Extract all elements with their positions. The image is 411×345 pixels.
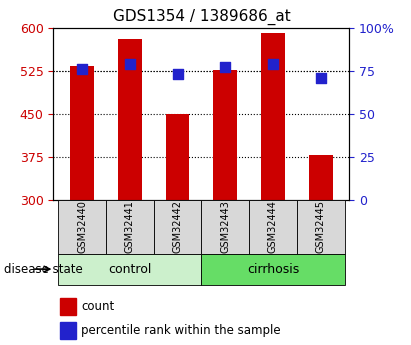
Text: count: count bbox=[81, 300, 115, 313]
Bar bbox=[261, 33, 285, 200]
Point bbox=[222, 65, 229, 70]
Bar bbox=[58, 254, 201, 285]
Text: percentile rank within the sample: percentile rank within the sample bbox=[81, 324, 281, 337]
Bar bbox=[58, 200, 106, 254]
Point bbox=[317, 75, 324, 80]
Bar bbox=[106, 200, 154, 254]
Point bbox=[79, 66, 85, 72]
Bar bbox=[309, 155, 332, 200]
Text: GSM32443: GSM32443 bbox=[220, 200, 230, 253]
Text: GSM32444: GSM32444 bbox=[268, 200, 278, 253]
Text: GSM32440: GSM32440 bbox=[77, 200, 87, 253]
Text: disease state: disease state bbox=[4, 263, 83, 276]
Text: control: control bbox=[108, 263, 152, 276]
Title: GDS1354 / 1389686_at: GDS1354 / 1389686_at bbox=[113, 9, 290, 25]
Bar bbox=[213, 70, 237, 200]
Bar bbox=[60, 298, 76, 315]
Text: cirrhosis: cirrhosis bbox=[247, 263, 299, 276]
Bar bbox=[118, 39, 142, 200]
Text: GSM32441: GSM32441 bbox=[125, 200, 135, 253]
Bar bbox=[166, 114, 189, 200]
Point bbox=[127, 61, 133, 67]
Bar bbox=[70, 66, 94, 200]
Point bbox=[270, 61, 276, 67]
Bar bbox=[60, 322, 76, 339]
Bar bbox=[297, 200, 344, 254]
Text: GSM32442: GSM32442 bbox=[173, 200, 182, 253]
Bar bbox=[154, 200, 201, 254]
Bar bbox=[201, 200, 249, 254]
Bar bbox=[201, 254, 344, 285]
Text: GSM32445: GSM32445 bbox=[316, 200, 326, 253]
Point bbox=[174, 71, 181, 77]
Bar bbox=[249, 200, 297, 254]
